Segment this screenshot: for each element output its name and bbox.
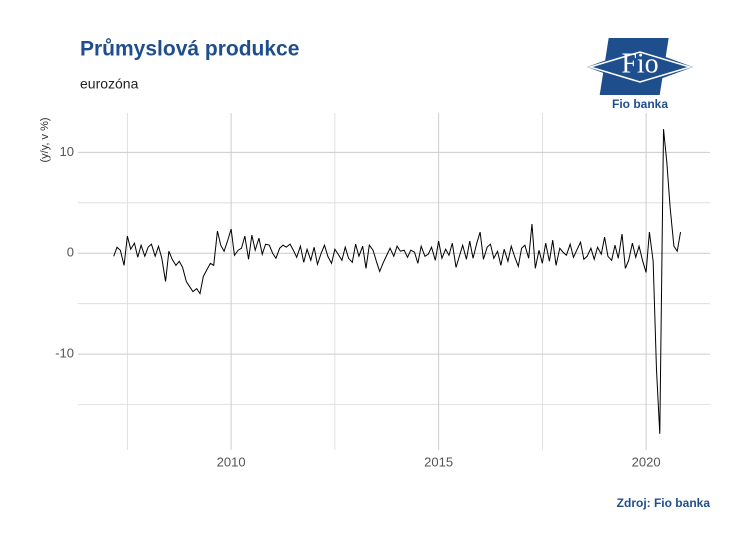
logo-caption: Fio banka: [612, 97, 668, 111]
logo-text: Fio: [621, 48, 658, 79]
chart-title: Průmyslová produkce: [80, 38, 299, 61]
chart-subtitle: eurozóna: [80, 76, 139, 92]
logo: Fio Fio banka: [587, 38, 693, 111]
x-tick-label: 2020: [632, 454, 661, 469]
y-axis-label: (y/y, v %): [39, 117, 51, 162]
y-tick-label: 10: [60, 144, 74, 159]
y-tick-label: 0: [67, 245, 74, 260]
source: Zdroj: Fio banka: [617, 496, 711, 510]
y-tick-label: -10: [55, 346, 74, 361]
logo-box: [599, 38, 669, 95]
x-tick-label: 2015: [424, 454, 453, 469]
x-tick-label: 2010: [217, 454, 246, 469]
line: [113, 129, 682, 434]
logo-outline: [587, 51, 693, 83]
